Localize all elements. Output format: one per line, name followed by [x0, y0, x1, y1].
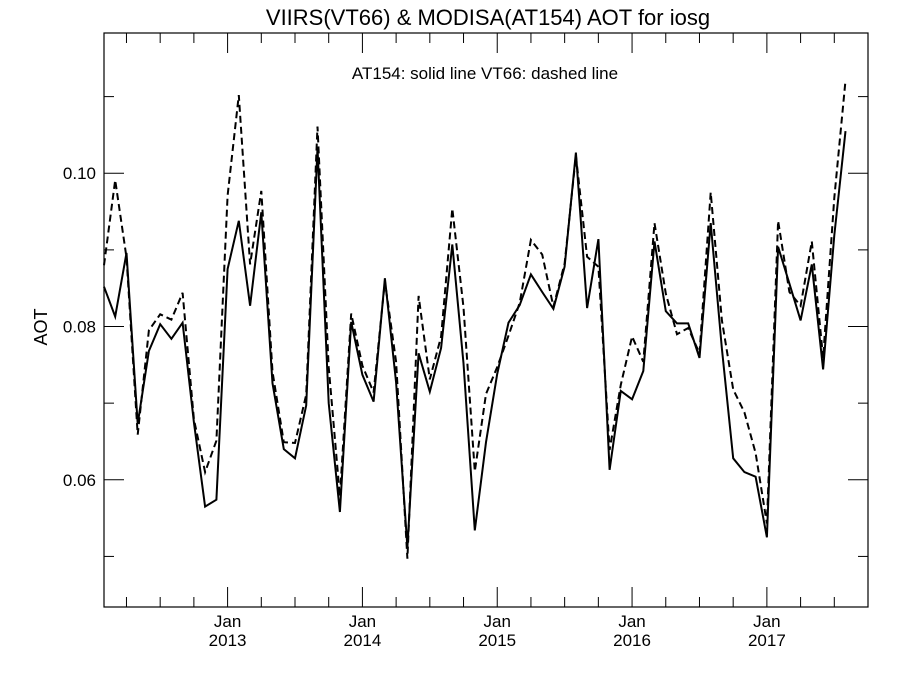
- x-tick-label-year: 2014: [343, 631, 381, 650]
- tick-labels: 0.060.080.10Jan2013Jan2014Jan2015Jan2016…: [63, 164, 786, 650]
- y-axis-label: AOT: [31, 308, 51, 345]
- series-line-vt66: [103, 80, 847, 559]
- x-tick-label-year: 2016: [613, 631, 651, 650]
- plot-frame: [103, 32, 869, 608]
- x-tick-label-year: 2015: [478, 631, 516, 650]
- x-tick-label-month: Jan: [349, 612, 376, 631]
- legend-annotation: AT154: solid line VT66: dashed line: [352, 64, 618, 83]
- series-line-at154: [103, 130, 847, 548]
- y-tick-label: 0.10: [63, 164, 96, 183]
- x-tick-label-month: Jan: [753, 612, 780, 631]
- x-tick-label-month: Jan: [618, 612, 645, 631]
- axis-ticks: [104, 33, 869, 607]
- y-tick-label: 0.08: [63, 318, 96, 337]
- x-tick-label-year: 2017: [748, 631, 786, 650]
- x-tick-label-month: Jan: [214, 612, 241, 631]
- chart-title: VIIRS(VT66) & MODISA(AT154) AOT for iosg: [266, 5, 710, 30]
- series-lines: [103, 80, 847, 559]
- x-tick-label-month: Jan: [484, 612, 511, 631]
- x-tick-label-year: 2013: [209, 631, 247, 650]
- y-tick-label: 0.06: [63, 471, 96, 490]
